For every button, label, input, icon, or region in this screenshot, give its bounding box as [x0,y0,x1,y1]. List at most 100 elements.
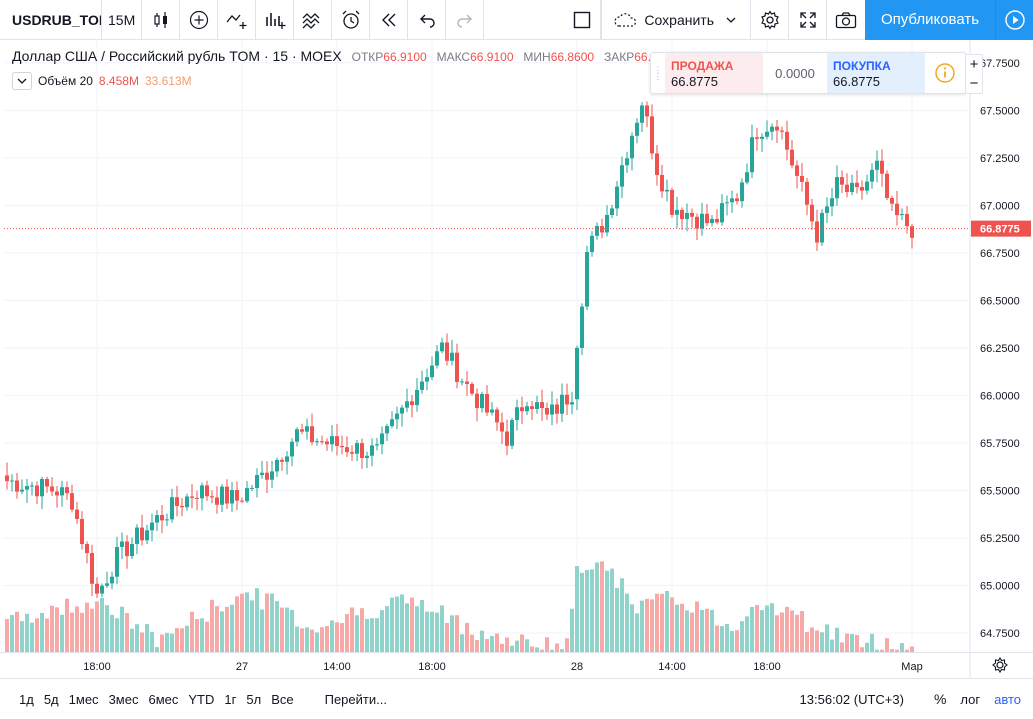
volume-bar [840,642,844,652]
settings-button[interactable] [751,0,789,40]
volume-bar [655,593,659,652]
interval-button[interactable]: 15М [102,0,143,40]
range-1y-button[interactable]: 1г [224,691,237,707]
candle-body [470,383,474,394]
volume-bar [775,615,779,652]
candle-body [435,351,439,366]
volume-bar [310,629,314,652]
price-chart[interactable]: 66.8775 67.7500 67.5000 67.2500 67.0000 66.7… [0,40,1033,678]
range-1d-button[interactable]: 1д [19,691,34,707]
candle-body [720,203,724,223]
candle-body [830,198,834,207]
financials-button[interactable] [256,0,295,40]
range-6m-button[interactable]: 6мес [148,691,179,707]
candle-body [240,500,244,502]
publish-button[interactable]: Опубликовать [865,0,995,40]
volume-bar [250,600,254,652]
candle-body [790,149,794,166]
goto-date-button[interactable]: Перейти... [324,691,387,707]
volume-bar [495,633,499,652]
volume-bar [390,597,394,652]
camera-icon [835,11,857,28]
volume-bar [150,631,154,652]
candle-body [260,472,264,476]
volume-indicator-name: Объём 20 [38,74,93,88]
chart-type-button[interactable] [142,0,181,40]
candle-body [495,409,499,423]
volume-bar [55,607,59,652]
volume-bar [890,648,894,652]
zoom-in-button[interactable]: + [969,56,979,73]
publish-options-button[interactable] [995,0,1033,40]
candle-body [560,394,564,414]
fullscreen-button[interactable] [789,0,827,40]
sell-button[interactable]: ПРОДАЖА 66.8775 [665,53,763,93]
volume-bar [560,649,564,652]
x-tick-label: Мар [901,661,923,673]
volume-bar [165,632,169,652]
volume-bar [270,593,274,652]
candle-body [640,105,644,123]
clock-timezone[interactable]: 13:56:02 (UTC+3) [799,691,904,707]
candle-body [305,426,309,432]
redo-button[interactable] [446,0,485,40]
undo-button[interactable] [408,0,447,40]
candle-body [275,459,279,472]
candle-body [865,181,869,191]
snapshot-button[interactable] [827,0,865,40]
layout-button[interactable] [563,0,602,40]
range-3m-button[interactable]: 3мес [108,691,139,707]
last-price-badge [971,220,1031,237]
buy-button[interactable]: ПОКУПКА 66.8775 [827,53,925,93]
info-button[interactable] [925,53,965,93]
log-scale-toggle[interactable]: лог [960,691,981,707]
candle-body [220,486,224,505]
symbol-search-button[interactable]: USDRUB_TOM [0,0,102,40]
range-5y-button[interactable]: 5л [246,691,262,707]
templates-button[interactable] [294,0,333,40]
drag-handle[interactable]: ⋮ ⋮ [653,65,663,81]
volume-bar [860,647,864,652]
candle-body [825,206,829,213]
volume-bar [905,649,909,652]
volume-bar [825,624,829,652]
volume-bar [700,609,704,652]
volume-bar [855,635,859,652]
volume-bar [895,649,899,652]
candle-body [615,186,619,209]
range-all-button[interactable]: Все [271,691,294,707]
y-tick-label: 65.5000 [980,485,1020,497]
zoom-out-button[interactable]: − [969,75,979,92]
volume-bar [225,606,229,652]
volume-bar [665,591,669,652]
candle-body [280,459,284,462]
replay-button[interactable] [370,0,409,40]
candle-body [325,441,329,445]
percent-scale-toggle[interactable]: % [933,691,947,707]
axis-settings-icon[interactable] [992,656,1008,674]
range-1m-button[interactable]: 1мес [68,691,99,707]
volume-bar [295,626,299,652]
open-value: 66.9100 [383,50,427,64]
candle-body [670,189,674,215]
volume-bar [705,608,709,652]
candle-body [115,546,119,577]
volume-bar [800,611,804,652]
high-label: МАКС [436,50,471,64]
candle-body [445,342,449,361]
auto-scale-toggle[interactable]: авто [994,691,1021,707]
save-button[interactable]: Сохранить [601,0,751,40]
candle-body [145,530,149,541]
compare-button[interactable] [180,0,219,40]
range-5d-button[interactable]: 5д [43,691,59,707]
collapse-legend-button[interactable] [12,72,32,90]
candle-body [530,406,534,409]
volume-bar [455,615,459,652]
volume-bar [610,568,614,652]
volume-bar [145,624,149,652]
range-ytd-button[interactable]: YTD [188,691,215,707]
volume-bar [850,634,854,652]
chart-area[interactable]: 66.8775 67.7500 67.5000 67.2500 67.0000 66.7… [0,40,1033,678]
indicators-button[interactable] [218,0,257,40]
alert-button[interactable] [332,0,371,40]
